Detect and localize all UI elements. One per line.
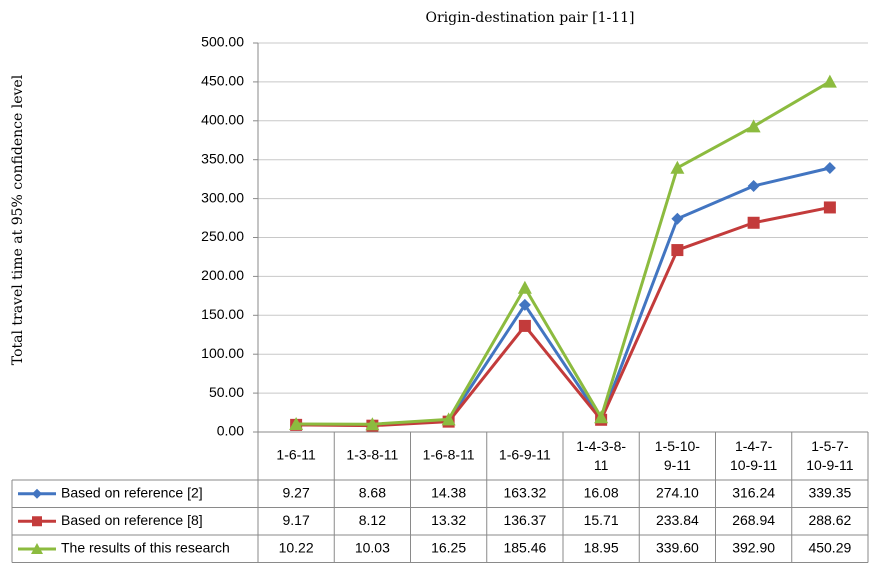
table-value: 268.94 — [732, 512, 775, 528]
table-value: 136.37 — [503, 512, 546, 528]
legend-label: Based on reference [8] — [61, 512, 203, 528]
table-value: 14.38 — [431, 484, 466, 500]
label-line: 10-9-11 — [806, 457, 853, 473]
y-tick-label: 500.00 — [201, 34, 244, 50]
y-tick-label: 100.00 — [201, 345, 244, 361]
table-value: 9.27 — [283, 484, 310, 500]
marker — [517, 280, 532, 294]
table-value: 339.60 — [656, 540, 699, 556]
legend-label: The results of this research — [61, 540, 230, 556]
x-tick-label: 1-4-7- 10-9-11 — [730, 438, 777, 473]
marker — [32, 488, 42, 499]
label-line: 1-5-7- — [811, 438, 849, 454]
x-tick-label: 1-6-9-11 — [499, 447, 551, 463]
x-tick-label: 1-6-8-11 — [423, 447, 475, 463]
marker — [823, 161, 836, 174]
label-line: 1-5-10- — [655, 438, 700, 454]
y-tick-label: 150.00 — [201, 306, 244, 322]
y-tick-label: 200.00 — [201, 267, 244, 283]
marker — [822, 74, 837, 88]
table-value: 8.12 — [359, 512, 386, 528]
series-line — [296, 80, 831, 426]
marker — [746, 119, 761, 133]
label-line: 1-4-7- — [735, 438, 773, 454]
marker — [441, 412, 456, 426]
marker — [823, 201, 836, 214]
marker — [518, 298, 531, 311]
y-tick-label: 400.00 — [201, 112, 244, 128]
table-value: 163.32 — [503, 484, 546, 500]
marker — [747, 216, 760, 229]
series-line — [296, 166, 831, 427]
label-line: 10-9-11 — [730, 457, 777, 473]
table-value: 288.62 — [808, 512, 851, 528]
label-line: 9-11 — [664, 457, 691, 473]
marker — [365, 417, 380, 431]
marker — [671, 212, 684, 225]
y-tick-label: 450.00 — [201, 73, 244, 89]
y-tick-label: 50.00 — [209, 384, 244, 400]
table-value: 16.08 — [584, 484, 619, 500]
table-value: 339.35 — [808, 484, 851, 500]
y-tick-label: 0.00 — [217, 423, 244, 439]
marker — [289, 417, 304, 431]
series-line — [296, 205, 831, 428]
table-value: 16.25 — [431, 540, 466, 556]
table-value: 10.22 — [279, 540, 314, 556]
table-value: 316.24 — [732, 484, 775, 500]
label-line: 11 — [594, 457, 609, 473]
table-value: 15.71 — [584, 512, 619, 528]
marker — [670, 160, 685, 174]
chart-title: Origin-destination pair [1-11] — [425, 10, 634, 26]
label-line: 1-4-3-8- — [576, 438, 626, 454]
table-value: 13.32 — [431, 512, 466, 528]
table-value: 10.03 — [355, 540, 390, 556]
x-tick-label: 1-5-10- 9-11 — [655, 438, 700, 473]
y-axis-label: Total travel time at 95% confidence leve… — [10, 74, 26, 365]
table-value: 9.17 — [283, 512, 310, 528]
table-value: 450.29 — [808, 540, 851, 556]
marker — [747, 179, 760, 192]
x-tick-label: 1-3-8-11 — [346, 447, 398, 463]
marker — [594, 410, 609, 424]
x-tick-label: 1-6-11 — [276, 447, 316, 463]
marker — [31, 543, 43, 554]
marker — [671, 244, 684, 257]
table-value: 185.46 — [503, 540, 546, 556]
table-value: 18.95 — [584, 540, 619, 556]
table-value: 233.84 — [656, 512, 699, 528]
marker — [518, 319, 531, 332]
y-tick-label: 250.00 — [201, 228, 244, 244]
x-tick-label: 1-5-7- 10-9-11 — [806, 438, 853, 473]
table-value: 274.10 — [656, 484, 699, 500]
table-value: 392.90 — [732, 540, 775, 556]
marker — [32, 516, 42, 527]
legend-label: Based on reference [2] — [61, 484, 203, 500]
y-tick-label: 350.00 — [201, 150, 244, 166]
table-value: 8.68 — [359, 484, 386, 500]
x-tick-label: 1-4-3-8- 11 — [576, 438, 626, 473]
y-tick-label: 300.00 — [201, 189, 244, 205]
